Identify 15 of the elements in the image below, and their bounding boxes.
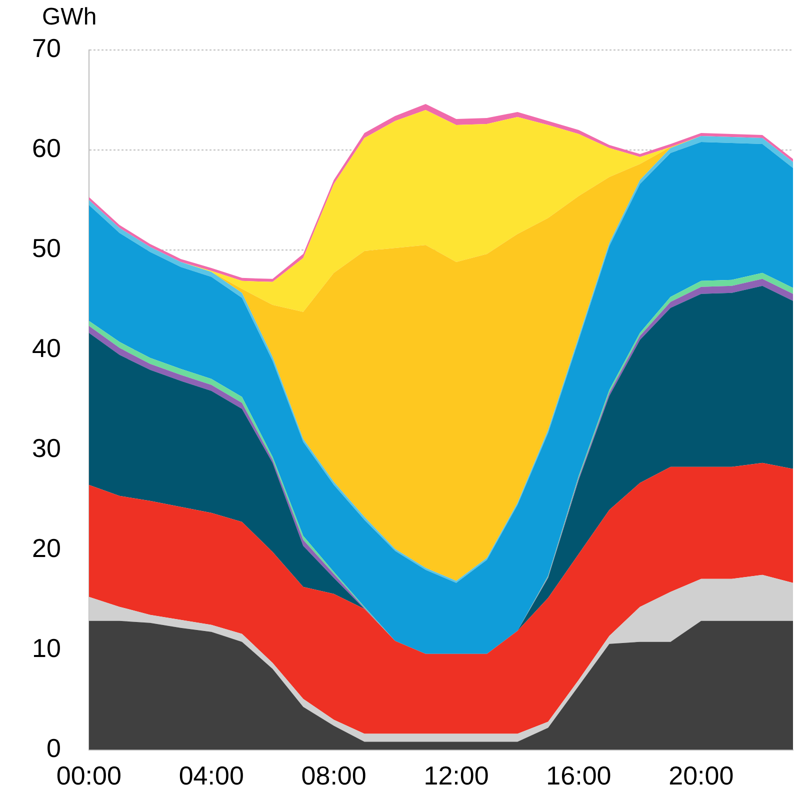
- x-tick-label: 20:00: [668, 760, 734, 791]
- x-tick-label: 16:00: [546, 760, 612, 791]
- y-tick-label: 70: [32, 33, 61, 64]
- y-tick-label: 40: [32, 333, 61, 364]
- x-tick-label: 00:00: [56, 760, 122, 791]
- y-tick-label: 60: [32, 133, 61, 164]
- y-tick-label: 10: [32, 633, 61, 663]
- y-tick-label: 20: [32, 533, 61, 564]
- x-tick-label: 04:00: [178, 760, 244, 791]
- x-tick-label: 12:00: [424, 760, 489, 791]
- y-axis-title: GWh: [42, 4, 97, 31]
- y-tick-label: 30: [32, 433, 61, 464]
- y-tick-label: 0: [46, 732, 61, 763]
- x-tick-label: 08:00: [301, 760, 366, 791]
- y-tick-label: 50: [32, 233, 61, 264]
